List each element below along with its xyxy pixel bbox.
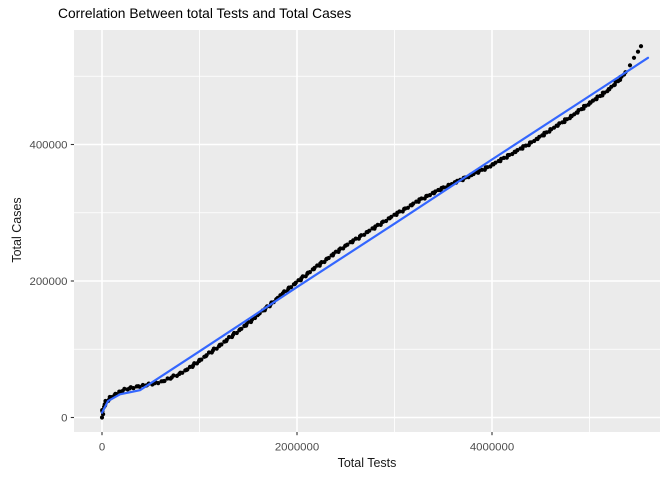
data-point	[367, 228, 372, 233]
data-point	[405, 205, 410, 210]
data-point	[427, 193, 432, 198]
data-point	[239, 326, 244, 331]
data-point	[162, 378, 167, 384]
data-point	[219, 342, 224, 347]
data-point	[252, 315, 258, 321]
data-point	[307, 270, 312, 275]
data-point	[384, 218, 389, 224]
data-point	[326, 255, 331, 261]
scatter-points-sparse-end	[627, 63, 633, 68]
data-point	[171, 373, 176, 378]
data-point	[289, 285, 294, 290]
data-point	[99, 415, 105, 420]
data-point	[293, 280, 298, 285]
data-point	[397, 209, 402, 214]
data-point	[180, 370, 185, 375]
x-tick-label: 2000000	[275, 442, 319, 454]
trend-line	[100, 56, 650, 414]
data-point	[234, 330, 239, 336]
data-point	[411, 201, 416, 206]
data-point	[362, 232, 367, 237]
data-point	[199, 357, 204, 362]
data-point	[131, 386, 136, 391]
data-point	[441, 185, 446, 190]
y-tick-label: 400000	[29, 140, 67, 152]
y-axis-title: Total Cases	[10, 197, 24, 263]
data-point	[515, 148, 520, 153]
y-tick-label: 0	[61, 413, 67, 425]
x-tick-label: 0	[99, 442, 105, 454]
data-point	[389, 214, 394, 219]
data-point	[137, 384, 142, 389]
x-tick-label: 4000000	[470, 442, 514, 454]
plot-title: Correlation Between total Tests and Tota…	[58, 6, 352, 21]
x-axis-title: Total Tests	[337, 456, 397, 470]
data-point	[375, 222, 380, 227]
data-point	[345, 242, 350, 247]
y-tick-label: 200000	[29, 276, 67, 288]
data-point	[185, 367, 190, 372]
data-point	[419, 196, 424, 201]
data-point	[493, 160, 498, 165]
data-point	[204, 353, 209, 358]
data-point	[156, 381, 161, 386]
data-point	[353, 236, 358, 241]
data-point	[122, 386, 127, 391]
scatter-points-sparse-end	[635, 49, 641, 54]
scatter-points-sparse-end	[638, 44, 644, 49]
scatter-points-sparse-end	[631, 55, 637, 60]
